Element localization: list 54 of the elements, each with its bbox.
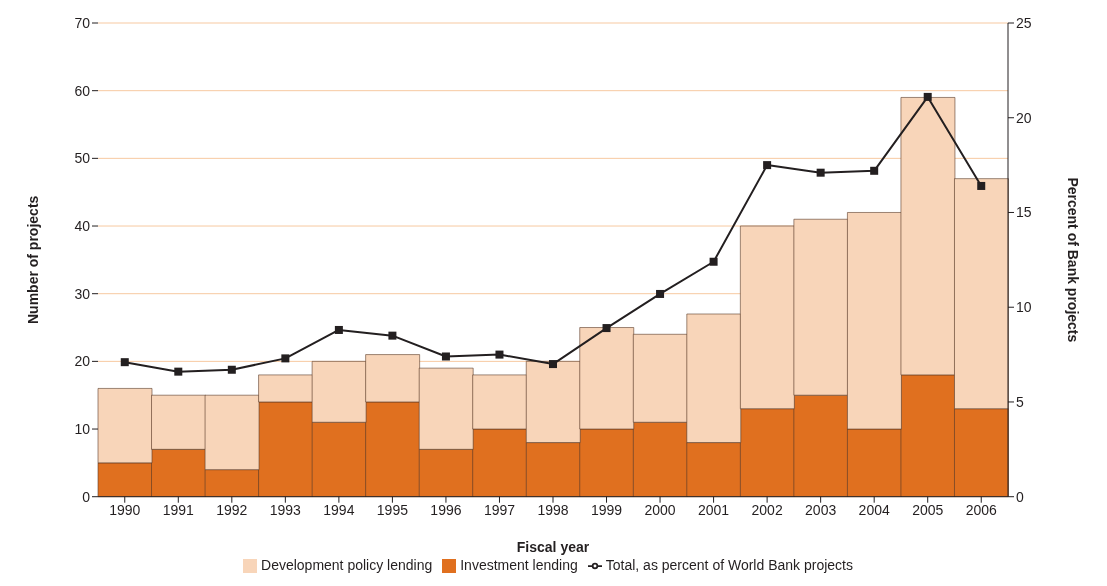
legend-label: Development policy lending [261,556,433,573]
y2-tick-label: 25 [1016,14,1032,31]
x-tick-label: 2003 [805,501,837,518]
x-tick-label: 1994 [323,501,355,518]
legend-label: Total, as percent of World Bank projects [605,556,853,573]
x-tick-label: 1998 [537,501,569,518]
y-tick-label: 70 [74,14,91,31]
point [763,161,772,170]
point [441,352,450,361]
point [816,168,825,177]
point [227,365,236,374]
y2-tick-label: 20 [1016,109,1032,126]
point [120,358,129,367]
y-axis-title: Number of projects [24,195,41,325]
y2-tick-label: 5 [1016,393,1024,410]
x-tick-label: 1991 [162,501,195,518]
y-tick-label: 50 [74,150,91,167]
point [281,354,290,363]
x-tick-label: 1990 [109,501,141,518]
y2-axis-title: Percent of Bank projects [1065,177,1082,343]
point [174,367,183,376]
x-tick-label: 1992 [216,501,248,518]
point [709,257,718,266]
x-tick-label: 1995 [376,501,409,518]
x-axis-title: Fiscal year [516,538,590,555]
y-tick-label: 60 [74,82,91,99]
x-tick-label: 1997 [483,501,516,518]
point [334,325,343,334]
x-tick-label: 2005 [912,501,944,518]
x-tick-label: 2004 [858,501,890,518]
x-tick-label: 2002 [751,501,783,518]
y-tick-label: 20 [74,353,91,370]
legend-label: Investment lending [460,556,578,573]
x-tick-label: 1996 [430,501,462,518]
point [923,92,932,101]
x-tick-label: 1999 [590,501,623,518]
point [870,166,879,175]
y-tick-label: 40 [74,217,91,234]
x-tick-label: 2000 [644,501,676,518]
y2-tick-label: 0 [1016,488,1024,505]
y-tick-label: 10 [74,421,91,437]
point [977,181,986,190]
y2-tick-label: 10 [1016,299,1032,316]
x-tick-label: 2001 [698,501,730,518]
point [388,331,397,340]
x-tick-label: 1993 [269,501,302,518]
point [549,360,557,369]
x-tick-label: 2006 [965,501,998,518]
point [656,289,665,298]
point [495,350,504,359]
y-tick-label: 0 [82,488,91,505]
y2-tick-label: 15 [1016,204,1032,221]
point [602,324,611,333]
y-tick-label: 30 [74,285,91,302]
